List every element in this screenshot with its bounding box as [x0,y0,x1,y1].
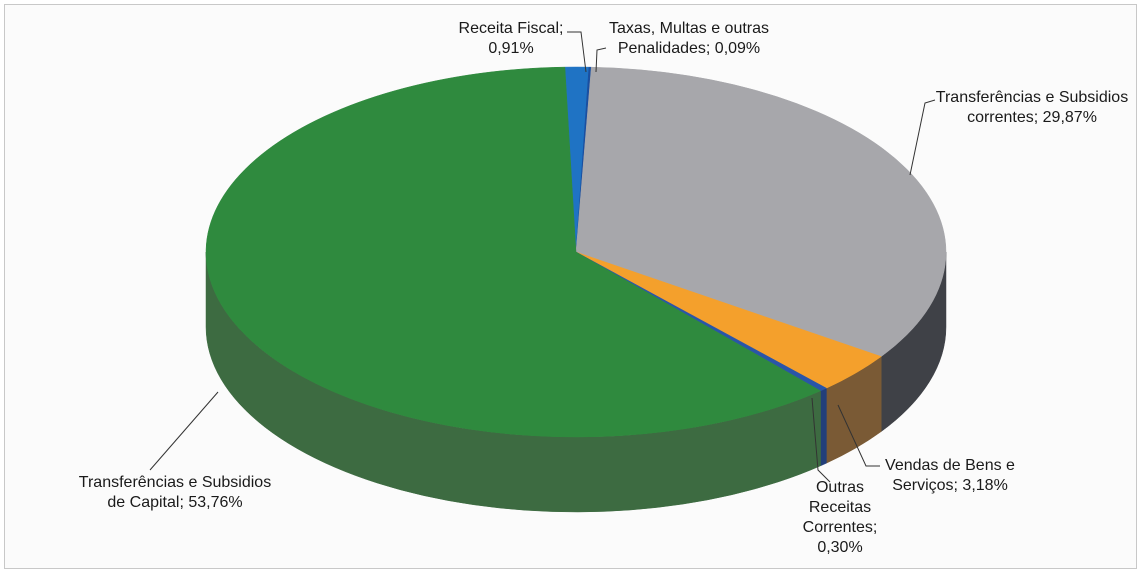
label-line: correntes; 29,87% [967,109,1097,126]
label-receita-fiscal: Receita Fiscal; 0,91% [452,19,570,59]
leader-line-transferencias-correntes [909,99,936,176]
label-line: 0,91% [488,40,534,57]
label-transferencias-capital: Transferências e Subsidios de Capital; 5… [60,473,290,513]
label-vendas: Vendas de Bens e Serviços; 3,18% [870,456,1030,496]
leader-line-vendas [837,404,880,467]
leader-line-transferencias-capital [149,391,219,471]
label-line: Serviços; 3,18% [892,477,1008,494]
leader-line-taxas-multas [595,47,607,73]
label-line: 0,30% [817,539,863,556]
label-line: Penalidades; 0,09% [617,40,761,57]
leader-line-outras-receitas [811,397,831,483]
slice-side-outras-receitas-correntes [820,387,827,467]
label-line: Taxas, Multas e outras [608,20,770,37]
label-line: Correntes; [802,519,878,536]
label-line: Receitas [808,499,872,516]
label-line: de Capital; 53,76% [107,494,243,511]
label-line: Receita Fiscal; [458,20,564,37]
label-taxas-multas: Taxas, Multas e outras Penalidades; 0,09… [594,19,784,59]
leader-line-receita-fiscal [567,31,587,73]
label-line: Transferências e Subsidios [78,474,272,491]
label-line: Transferências e Subsidios [935,89,1129,106]
label-line: Outras [815,479,864,496]
slice-transferencias-e-subsidios-correntes [575,66,947,357]
leader-lines [149,31,936,483]
pie-slices [205,66,947,438]
label-outras-receitas: Outras Receitas Correntes; 0,30% [790,478,890,558]
label-line: Vendas de Bens e [885,457,1015,474]
label-transferencias-correntes: Transferências e Subsidios correntes; 29… [928,88,1136,128]
slice-transferencias-e-subsidios-de-capital [205,66,822,438]
